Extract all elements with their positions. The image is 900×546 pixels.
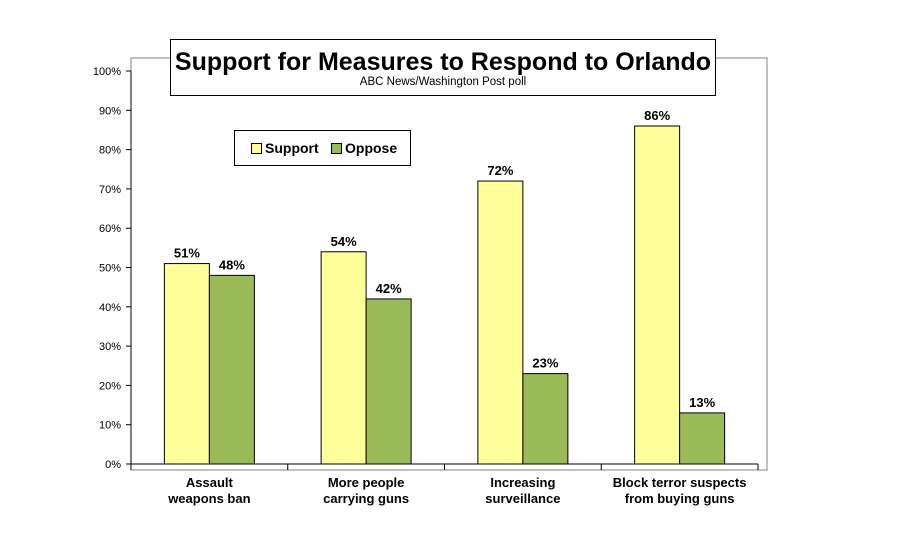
legend-item-oppose: Oppose — [331, 140, 397, 156]
data-label-support: 54% — [331, 234, 357, 249]
data-label-support: 72% — [487, 163, 513, 178]
data-label-oppose: 23% — [532, 356, 558, 371]
y-tick-label: 60% — [99, 223, 121, 235]
x-category-label: weapons ban — [167, 491, 250, 506]
title-box: Support for Measures to Respond to Orlan… — [170, 39, 716, 96]
y-tick-label: 90% — [99, 105, 121, 117]
y-tick-label: 0% — [105, 459, 121, 471]
legend-swatch-oppose — [331, 142, 342, 154]
x-category-label: Assault — [186, 475, 234, 490]
legend: Support Oppose — [234, 130, 411, 166]
legend-swatch-support — [251, 142, 262, 154]
bar-oppose — [679, 412, 726, 465]
data-label-oppose: 13% — [689, 395, 715, 410]
y-tick-label: 70% — [99, 184, 121, 196]
x-category-label: from buying guns — [625, 491, 735, 506]
x-category-label: surveillance — [485, 491, 560, 506]
legend-label-support: Support — [265, 140, 319, 156]
bar-support — [634, 125, 681, 465]
x-category-label: carrying guns — [323, 491, 409, 506]
legend-item-support: Support — [251, 140, 319, 156]
data-label-support: 51% — [174, 246, 200, 261]
bar-oppose — [522, 373, 569, 465]
bar-support — [477, 180, 524, 465]
bar-oppose — [208, 274, 255, 465]
chart-subtitle: ABC News/Washington Post poll — [359, 76, 527, 88]
chart-title: Support for Measures to Respond to Orlan… — [174, 48, 712, 76]
data-label-oppose: 42% — [376, 281, 402, 296]
y-tick-label: 10% — [99, 420, 121, 432]
y-tick-label: 20% — [99, 380, 121, 392]
bar-support — [320, 251, 367, 465]
data-label-support: 86% — [644, 108, 670, 123]
legend-label-oppose: Oppose — [345, 140, 398, 156]
bar-support — [163, 263, 210, 465]
x-category-label: Increasing — [490, 475, 555, 490]
x-category-label: Block terror suspects — [613, 475, 747, 490]
y-tick-label: 40% — [99, 302, 121, 314]
y-tick-label: 100% — [93, 66, 121, 78]
y-tick-label: 80% — [99, 145, 121, 157]
y-tick-label: 50% — [99, 263, 121, 275]
y-tick-label: 30% — [99, 341, 121, 353]
data-label-oppose: 48% — [219, 257, 245, 272]
bar-oppose — [365, 298, 412, 465]
x-category-label: More people — [328, 475, 405, 490]
